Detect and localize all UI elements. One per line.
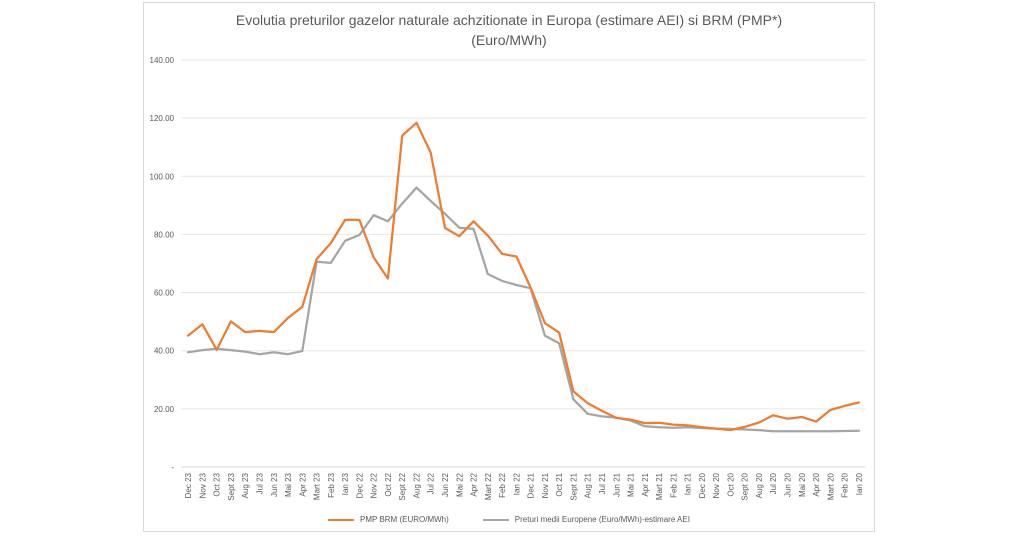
chart-frame <box>143 2 875 532</box>
x-tick-label: Aug 23 <box>241 472 250 498</box>
x-tick-label: Dec 22 <box>355 472 364 498</box>
x-tick-label: Jul 22 <box>427 472 436 494</box>
x-tick-label: Feb 23 <box>327 472 336 497</box>
series-line-pmp-brm <box>186 121 861 432</box>
legend-label-pmp-brm: PMP BRM (EURO/MWh) <box>360 515 449 524</box>
x-tick-label: Oct 22 <box>384 472 393 496</box>
x-tick-label: Sept 23 <box>227 472 236 500</box>
x-tick-label: Nov 21 <box>541 472 550 498</box>
x-tick-label: Mai 23 <box>284 472 293 497</box>
x-tick-label: Ian 21 <box>684 472 693 495</box>
x-axis-ticks: Dec 23 Nov 23 Oct 23 Sept 23 Aug 23 Jul 23 Jun… <box>184 472 864 500</box>
x-tick-label: Feb 22 <box>498 472 507 497</box>
x-tick-label: Jun 21 <box>612 472 621 497</box>
x-tick-label: Oct 20 <box>726 472 735 496</box>
legend: PMP BRM (EURO/MWh) Preturi medii Europen… <box>143 515 875 524</box>
gridlines <box>181 59 866 468</box>
legend-swatch-pmp-brm <box>328 518 355 521</box>
x-tick-label: Apr 20 <box>812 472 821 496</box>
x-tick-label: Oct 21 <box>555 472 564 496</box>
y-tick-label: 80.00 <box>154 230 175 239</box>
x-tick-label: Dec 20 <box>698 472 707 498</box>
y-tick-label: 20.00 <box>154 405 175 414</box>
x-tick-label: Sept 20 <box>741 472 750 500</box>
x-tick-label: Jul 20 <box>769 472 778 494</box>
y-tick-label: 100.00 <box>150 172 175 181</box>
chart-title: Evolutia preturilor gazelor naturale ach… <box>143 10 875 50</box>
x-tick-label: Feb 20 <box>841 472 850 497</box>
y-tick-label: 140.00 <box>150 56 175 65</box>
x-tick-label: Sept 21 <box>569 472 578 500</box>
chart-title-line2: (Euro/MWh) <box>471 32 547 48</box>
x-tick-label: Apr 23 <box>298 472 307 496</box>
x-tick-label: Feb 21 <box>669 472 678 497</box>
x-tick-label: Aug 22 <box>412 472 421 498</box>
y-tick-label: 60.00 <box>154 289 175 298</box>
x-tick-label: Mart 21 <box>655 472 664 500</box>
legend-item-european-prices: Preturi medii Europene (Euro/MWh)-estima… <box>482 515 690 524</box>
x-tick-label: Mai 20 <box>798 472 807 497</box>
x-tick-label: Nov 20 <box>712 472 721 498</box>
y-axis-ticks: - 20.00 40.00 60.00 80.00 100.00 120.00 140.00 <box>150 56 175 472</box>
x-tick-label: Aug 21 <box>584 472 593 498</box>
x-tick-label: Ian 22 <box>512 472 521 495</box>
x-tick-label: Jun 20 <box>784 472 793 497</box>
x-tick-label: Ian 20 <box>855 472 864 495</box>
x-tick-label: Mart 23 <box>313 472 322 500</box>
legend-swatch-european-prices <box>482 518 509 521</box>
x-tick-label: Nov 22 <box>370 472 379 498</box>
series-lines <box>186 121 861 433</box>
x-tick-label: Jul 21 <box>598 472 607 494</box>
x-tick-label: Mai 21 <box>627 472 636 497</box>
x-tick-label: Ian 23 <box>341 472 350 495</box>
y-tick-label: 120.00 <box>150 114 175 123</box>
y-tick-label: - <box>171 463 174 472</box>
x-tick-label: Oct 23 <box>213 472 222 496</box>
x-tick-label: Mart 20 <box>826 472 835 500</box>
x-tick-label: Mai 22 <box>455 472 464 497</box>
series-line-european-prices <box>186 186 861 433</box>
x-tick-label: Dec 23 <box>184 472 193 498</box>
x-tick-label: Mart 22 <box>484 472 493 500</box>
legend-label-european-prices: Preturi medii Europene (Euro/MWh)-estima… <box>514 515 690 524</box>
x-tick-label: Apr 22 <box>470 472 479 496</box>
y-tick-label: 40.00 <box>154 347 175 356</box>
x-tick-label: Apr 21 <box>641 472 650 496</box>
x-tick-label: Jul 23 <box>255 472 264 494</box>
x-tick-label: Aug 20 <box>755 472 764 498</box>
x-tick-label: Dec 21 <box>527 472 536 498</box>
x-tick-label: Jun 22 <box>441 472 450 497</box>
legend-item-pmp-brm: PMP BRM (EURO/MWh) <box>328 515 449 524</box>
x-tick-label: Sept 22 <box>398 472 407 500</box>
chart-title-line1: Evolutia preturilor gazelor naturale ach… <box>235 12 783 28</box>
x-tick-label: Jun 23 <box>270 472 279 497</box>
x-tick-label: Nov 23 <box>198 472 207 498</box>
